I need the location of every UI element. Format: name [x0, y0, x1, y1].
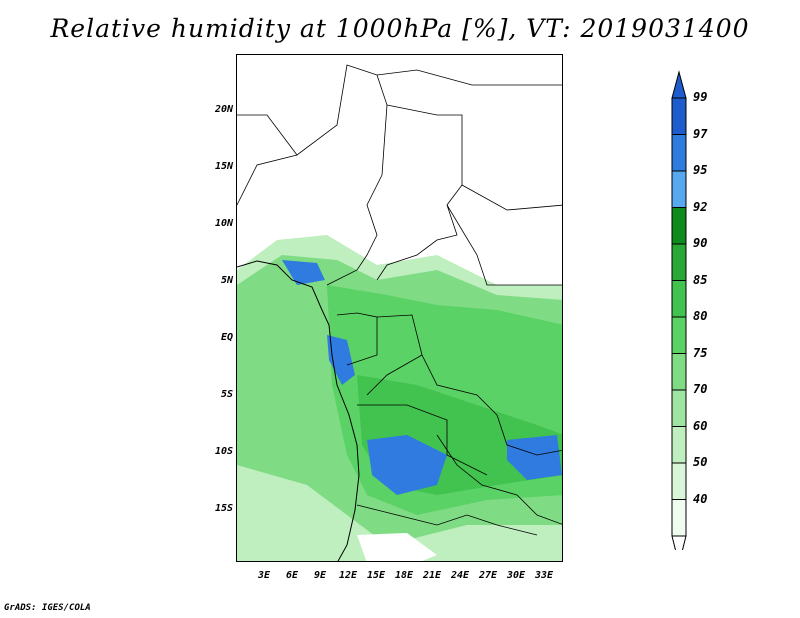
colorbar-level-label: 90 [693, 236, 708, 250]
lon-label-30e: 30E [506, 570, 526, 581]
colorbar-level-label: 97 [693, 126, 708, 141]
colorbar-level-label: 85 [693, 272, 708, 287]
colorbar-level-label: 40 [693, 491, 708, 506]
colorbar-bottom-arrow [671, 535, 687, 550]
humidity-shading-saturated-1 [367, 435, 447, 495]
humidity-shading-saturated-4 [282, 260, 325, 285]
lat-label-20n: 20N [214, 104, 233, 115]
lon-label-15e: 15E [366, 570, 386, 581]
colorbar-segment [671, 389, 687, 427]
colorbar-segment [671, 243, 687, 281]
grads-credit: GrADS: IGES/COLA [4, 603, 91, 613]
lat-label-5n: 5N [220, 275, 233, 286]
country-borders [237, 64, 562, 536]
colorbar-segment [671, 462, 687, 500]
colorbar [671, 70, 687, 550]
colorbar-level-label: 95 [693, 163, 708, 177]
lon-label-27e: 27E [478, 570, 498, 581]
humidity-shading-dry-south [357, 533, 437, 561]
colorbar-segment [671, 426, 687, 464]
colorbar-level-label: 75 [693, 345, 708, 360]
lon-label-21e: 21E [422, 570, 442, 581]
lat-label-10s: 10S [214, 446, 233, 457]
colorbar-level-label: 80 [693, 309, 708, 323]
colorbar-segment [671, 97, 687, 135]
colorbar-top-arrow [671, 70, 687, 99]
map-title: Relative humidity at 1000hPa [%], VT: 20… [50, 14, 750, 43]
colorbar-segment [671, 316, 687, 354]
colorbar-level-label: 92 [693, 199, 708, 214]
colorbar-level-label: 60 [693, 418, 708, 433]
lat-label-5s: 5S [220, 389, 233, 400]
colorbar-level-label: 99 [693, 90, 708, 104]
lon-label-24e: 24E [450, 570, 470, 581]
lat-label-eq: EQ [220, 332, 233, 343]
map-plot-area [236, 54, 563, 562]
colorbar-level-label: 50 [693, 455, 708, 469]
lat-label-15n: 15N [214, 161, 233, 172]
lat-label-10n: 10N [214, 218, 233, 229]
colorbar-segment [671, 499, 687, 537]
lon-label-9e: 9E [313, 570, 327, 581]
lon-label-6e: 6E [285, 570, 299, 581]
colorbar-segment [671, 170, 687, 208]
colorbar-segment [671, 353, 687, 391]
colorbar-segment [671, 134, 687, 172]
humidity-field-map [237, 64, 562, 561]
lat-label-15s: 15S [214, 503, 233, 514]
humidity-shading-saturated-2 [327, 335, 355, 385]
humidity-shading-saturated-3 [507, 435, 562, 480]
lon-label-18e: 18E [394, 570, 414, 581]
colorbar-level-label: 70 [693, 382, 708, 396]
lon-label-12e: 12E [338, 570, 358, 581]
coastline [237, 260, 360, 561]
colorbar-segment [671, 207, 687, 245]
colorbar-segment [671, 280, 687, 318]
lon-label-33e: 33E [534, 570, 554, 581]
lon-label-3e: 3E [257, 570, 271, 581]
